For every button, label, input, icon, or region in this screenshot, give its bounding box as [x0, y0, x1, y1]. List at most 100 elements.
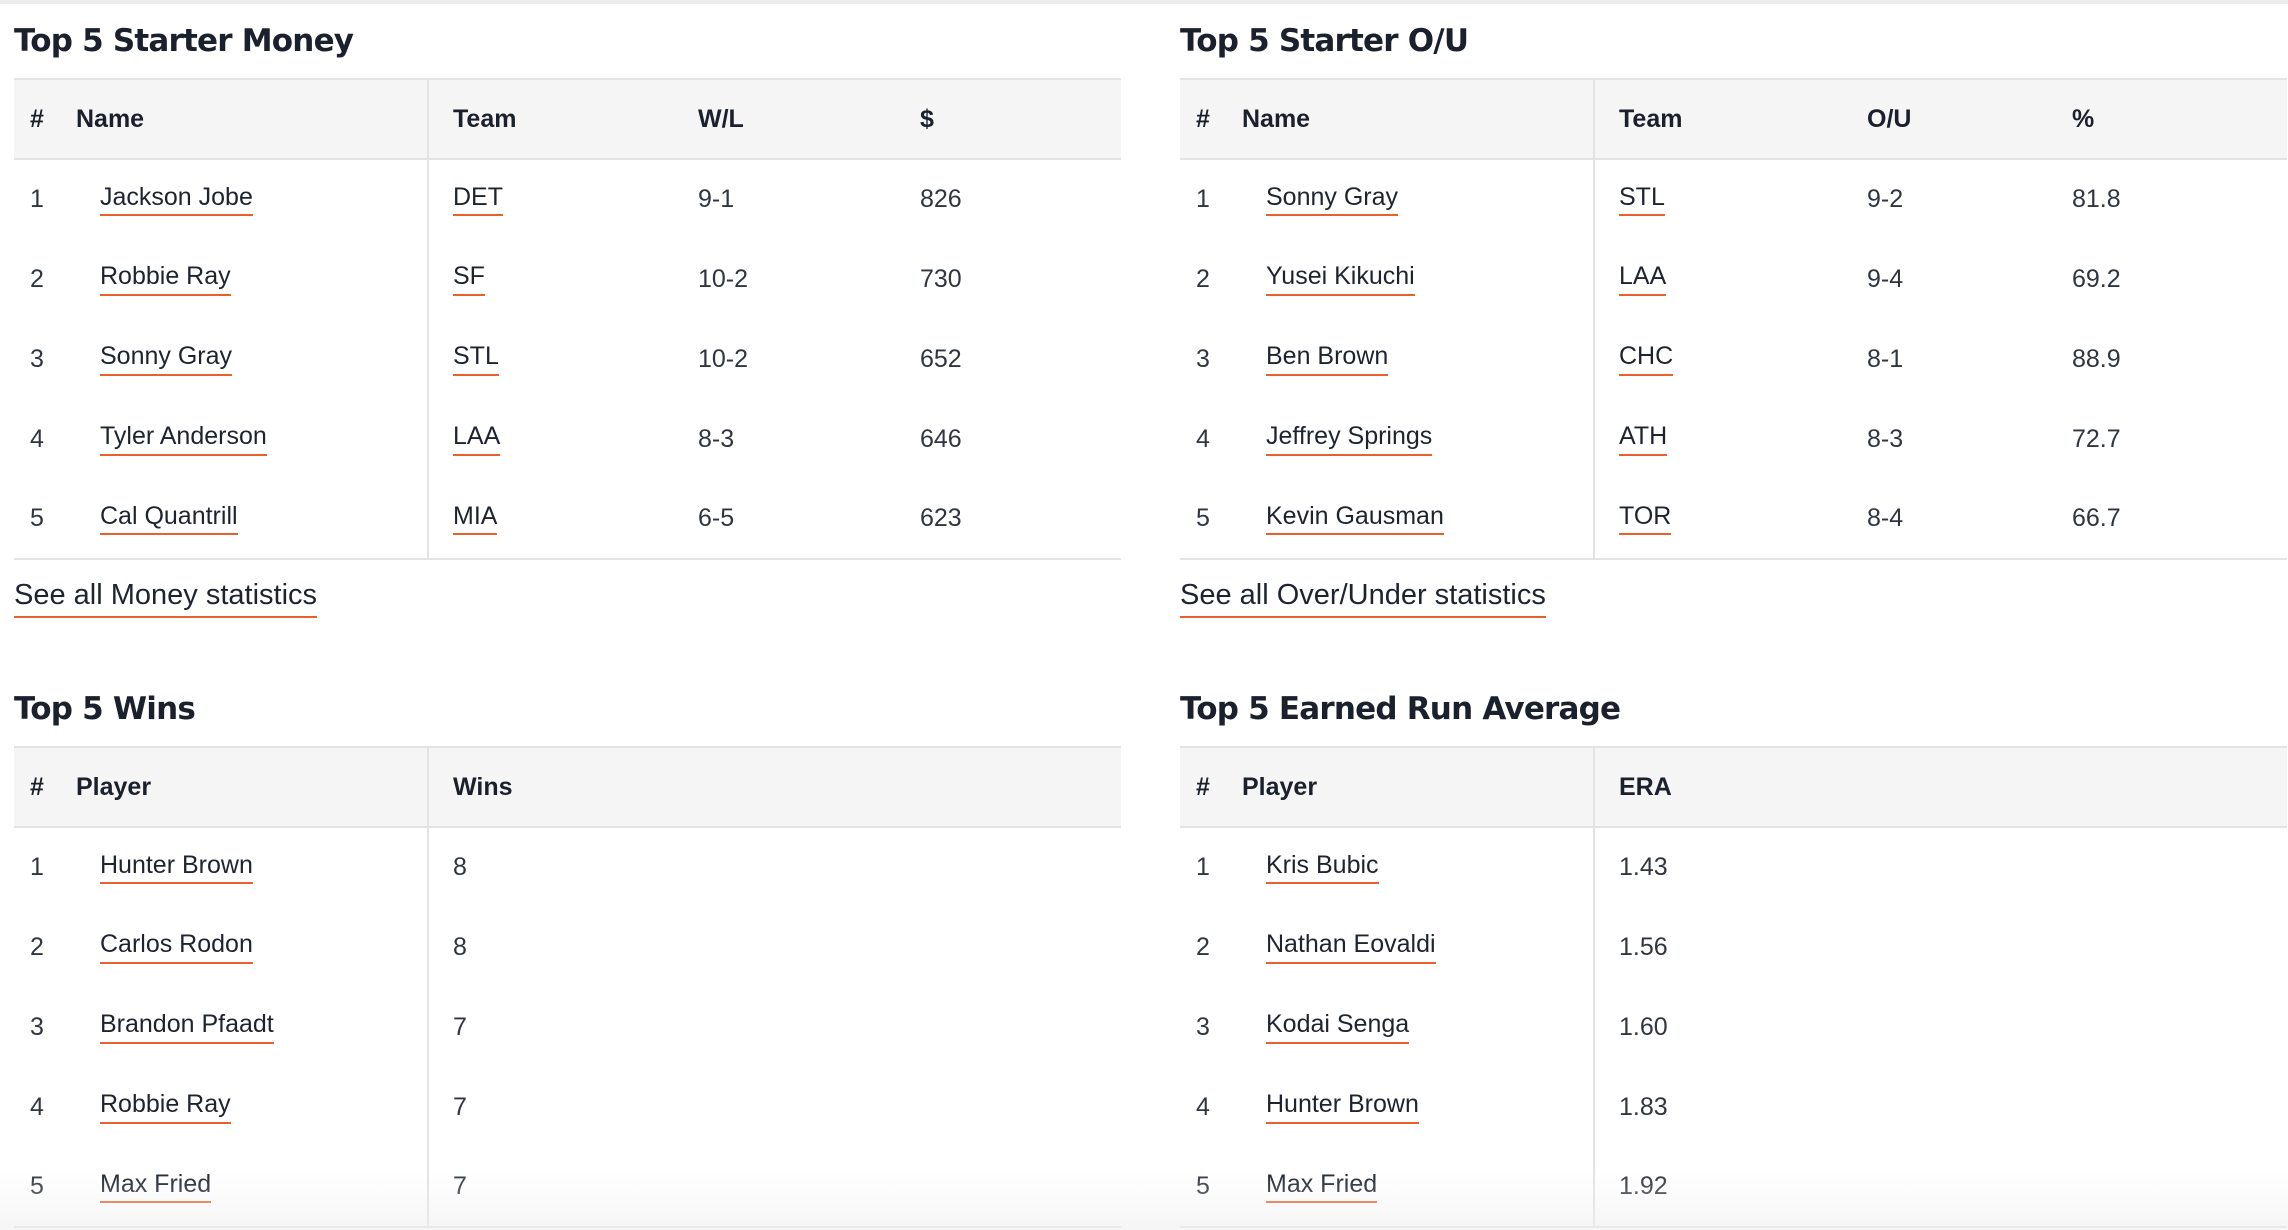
table-row: 2 Yusei Kikuchi LAA 9-4 69.2	[1180, 239, 2287, 319]
rank-header: #	[1180, 78, 1242, 160]
player-link[interactable]: Jeffrey Springs	[1266, 423, 1433, 456]
table-row: 3 Brandon Pfaadt 7	[14, 987, 1121, 1067]
percent-cell: 66.7	[2072, 479, 2287, 560]
team-cell: CHC	[1594, 319, 1867, 399]
name-cell: Tyler Anderson	[76, 399, 429, 479]
table-row: 5 Kevin Gausman TOR 8-4 66.7	[1180, 479, 2287, 560]
table-row: 3 Sonny Gray STL 10-2 652	[14, 319, 1121, 399]
see-all-ou-link[interactable]: See all Over/Under statistics	[1180, 579, 1546, 618]
table-header-row: # Name Team O/U %	[1180, 78, 2287, 160]
player-link[interactable]: Robbie Ray	[100, 263, 231, 296]
player-link[interactable]: Jackson Jobe	[100, 183, 253, 217]
player-cell: Nathan Eovaldi	[1242, 907, 1595, 987]
team-header[interactable]: Team	[428, 78, 698, 160]
player-header[interactable]: Player	[76, 746, 429, 828]
team-cell: STL	[428, 319, 698, 399]
team-link[interactable]: STL	[1619, 183, 1665, 217]
wins-cell: 8	[453, 853, 467, 881]
team-link[interactable]: TOR	[1619, 502, 1672, 536]
player-link[interactable]: Sonny Gray	[1266, 183, 1399, 217]
team-cell: LAA	[1594, 239, 1867, 319]
team-cell: TOR	[1594, 479, 1867, 560]
player-link[interactable]: Max Fried	[1266, 1170, 1378, 1204]
team-link[interactable]: LAA	[1619, 263, 1667, 296]
percent-cell: 81.8	[2072, 185, 2121, 213]
rank-cell: 1	[30, 853, 44, 881]
money-header[interactable]: $	[920, 78, 1121, 160]
name-header[interactable]: Name	[76, 78, 429, 160]
era-header[interactable]: ERA	[1594, 746, 2287, 828]
player-link[interactable]: Kevin Gausman	[1266, 502, 1444, 536]
team-header[interactable]: Team	[1594, 78, 1867, 160]
era-cell: 1.43	[1619, 853, 1668, 881]
player-cell: Kodai Senga	[1242, 987, 1595, 1067]
player-link[interactable]: Carlos Rodon	[100, 931, 253, 964]
rank-cell: 3	[1196, 1012, 1210, 1041]
team-link[interactable]: CHC	[1619, 343, 1674, 376]
player-link[interactable]: Kris Bubic	[1266, 851, 1379, 885]
table-row: 1 Jackson Jobe DET 9-1 826	[14, 159, 1121, 239]
player-link[interactable]: Cal Quantrill	[100, 502, 238, 536]
rank-cell: 2	[30, 932, 44, 961]
rank-cell: 1	[1196, 853, 1210, 881]
see-all-money-link[interactable]: See all Money statistics	[14, 579, 318, 618]
starter-money-panel: Top 5 Starter Money # Name Team W/L $ 1 J…	[14, 14, 1121, 618]
wins-header[interactable]: Wins	[428, 746, 1121, 828]
rank-cell: 4	[1196, 1092, 1210, 1121]
rank-cell: 2	[1196, 264, 1210, 293]
money-cell: 730	[920, 264, 962, 293]
name-header[interactable]: Name	[1242, 78, 1595, 160]
player-cell: Carlos Rodon	[76, 907, 429, 987]
top-divider	[0, 0, 2288, 4]
money-cell: 623	[920, 479, 1121, 560]
team-cell: LAA	[428, 399, 698, 479]
starter-ou-title: Top 5 Starter O/U	[1180, 23, 1469, 59]
player-link[interactable]: Robbie Ray	[100, 1091, 231, 1124]
table-header-row: # Player Wins	[14, 746, 1121, 828]
player-link[interactable]: Ben Brown	[1266, 343, 1389, 376]
player-link[interactable]: Sonny Gray	[100, 343, 233, 376]
table-row: 1 Sonny Gray STL 9-2 81.8	[1180, 159, 2287, 239]
team-link[interactable]: LAA	[453, 423, 501, 456]
player-link[interactable]: Kodai Senga	[1266, 1011, 1410, 1044]
table-row: 2 Robbie Ray SF 10-2 730	[14, 239, 1121, 319]
player-header[interactable]: Player	[1242, 746, 1595, 828]
team-link[interactable]: SF	[453, 263, 485, 296]
rank-cell: 5	[1180, 1147, 1242, 1228]
rank-cell: 1	[1196, 185, 1210, 213]
percent-header[interactable]: %	[2072, 78, 2287, 160]
player-link[interactable]: Hunter Brown	[100, 851, 253, 885]
player-link[interactable]: Tyler Anderson	[100, 423, 267, 456]
name-cell: Yusei Kikuchi	[1242, 239, 1595, 319]
era-cell: 1.83	[1619, 1092, 1668, 1121]
player-link[interactable]: Max Fried	[100, 1170, 212, 1204]
wl-cell: 10-2	[698, 344, 749, 373]
table-row: 4 Robbie Ray 7	[14, 1067, 1121, 1147]
rank-cell: 4	[1196, 424, 1210, 453]
team-link[interactable]: STL	[453, 343, 499, 376]
ou-cell: 9-2	[1867, 185, 1904, 213]
money-cell: 826	[920, 185, 962, 213]
player-cell: Kris Bubic	[1242, 827, 1595, 907]
wins-title: Top 5 Wins	[14, 691, 196, 727]
ou-header[interactable]: O/U	[1867, 78, 2072, 160]
wins-cell: 7	[453, 1012, 467, 1041]
era-panel: Top 5 Earned Run Average # Player ERA 1 K…	[1180, 682, 2287, 1228]
name-cell: Kevin Gausman	[1242, 479, 1595, 560]
player-link[interactable]: Hunter Brown	[1266, 1091, 1419, 1124]
player-cell: Hunter Brown	[76, 827, 429, 907]
wl-header[interactable]: W/L	[698, 78, 920, 160]
team-link[interactable]: ATH	[1619, 423, 1668, 456]
wins-cell: 7	[453, 1092, 467, 1121]
table-header-row: # Name Team W/L $	[14, 78, 1121, 160]
player-link[interactable]: Brandon Pfaadt	[100, 1011, 274, 1044]
name-cell: Sonny Gray	[1242, 159, 1595, 239]
player-link[interactable]: Nathan Eovaldi	[1266, 931, 1436, 964]
team-cell: DET	[428, 159, 698, 239]
rank-header: #	[14, 78, 76, 160]
player-link[interactable]: Yusei Kikuchi	[1266, 263, 1415, 296]
table-row: 3 Ben Brown CHC 8-1 88.9	[1180, 319, 2287, 399]
team-link[interactable]: MIA	[453, 502, 498, 536]
team-link[interactable]: DET	[453, 183, 503, 217]
